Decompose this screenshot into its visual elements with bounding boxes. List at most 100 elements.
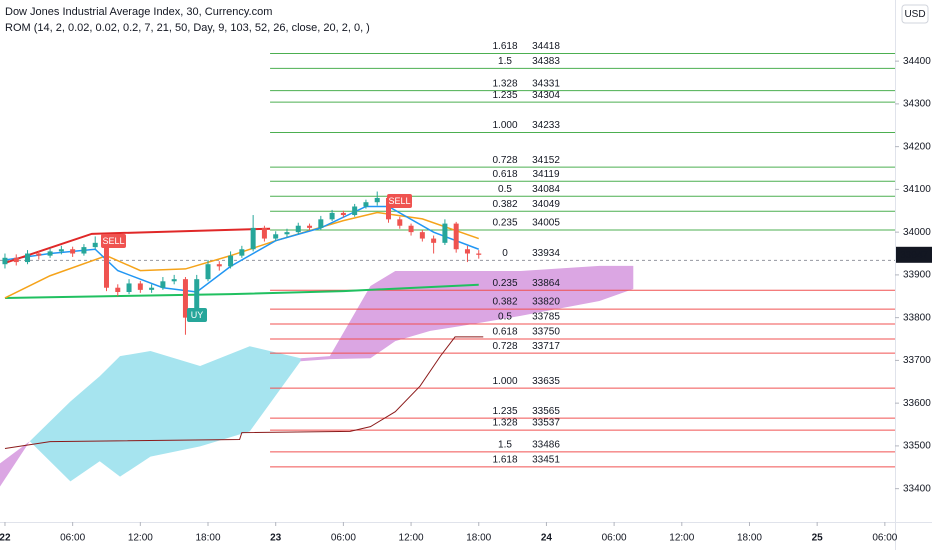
- fib-ratio: 1.5: [498, 440, 512, 451]
- fib-price: 34119: [532, 169, 560, 180]
- indicator-line: [4, 227, 271, 264]
- signal-label: SELL: [388, 196, 410, 206]
- candle-body: [182, 279, 188, 318]
- candle-body: [340, 212, 346, 216]
- candle-body: [261, 227, 267, 239]
- fib-ratio: 1.618: [492, 454, 517, 465]
- fib-price: 33486: [532, 440, 560, 451]
- fib-price: 33635: [532, 376, 560, 387]
- y-tick-label: 34200: [903, 141, 931, 152]
- fib-ratio: 0.235: [492, 218, 517, 229]
- signal-sell-1: SELL: [101, 234, 126, 248]
- currency-box[interactable]: [901, 4, 929, 24]
- y-tick-label: 34000: [903, 227, 931, 238]
- candle-body: [295, 225, 301, 233]
- fib-ratio: 0.382: [492, 199, 517, 210]
- candle-body: [36, 253, 42, 256]
- fib-price: 33934: [532, 248, 560, 259]
- fib-price: 33864: [532, 278, 560, 289]
- currency[interactable]: USD: [904, 9, 925, 20]
- fib-price: 34383: [532, 56, 560, 67]
- x-tick-label: 18:00: [195, 533, 220, 544]
- candle-body: [103, 242, 109, 288]
- candle-body: [47, 251, 53, 256]
- x-tick-label: 22: [0, 533, 11, 544]
- candle-body: [419, 232, 425, 239]
- x-tick-label: 25: [812, 533, 824, 544]
- candle-body: [160, 281, 166, 288]
- candle-body: [250, 227, 256, 250]
- fib-ratio: 0.382: [492, 297, 517, 308]
- x-tick-label: 06:00: [872, 533, 897, 544]
- x-tick-label: 18:00: [737, 533, 762, 544]
- candle-body: [194, 279, 200, 318]
- fib-ratio: 1.618: [492, 41, 517, 52]
- fib-price: 33451: [532, 454, 560, 465]
- candle-body: [126, 283, 132, 292]
- fib-ratio: 0.728: [492, 341, 517, 352]
- candle-body: [137, 283, 143, 290]
- indicator-line: [4, 336, 484, 449]
- last-price-box: [896, 246, 932, 263]
- fib-ratio: 0: [502, 248, 508, 259]
- fib-price: 34005: [532, 218, 560, 229]
- cloud: [0, 441, 30, 487]
- x-tick-label: 06:00: [60, 533, 85, 544]
- candle-body: [431, 238, 437, 243]
- signal-label: UY: [191, 310, 204, 320]
- fib-price: 33820: [532, 297, 560, 308]
- fib-price: 33565: [532, 406, 560, 417]
- signal-box: [387, 194, 412, 208]
- candle-body: [115, 287, 121, 292]
- fib-price: 34304: [532, 90, 560, 101]
- fib-ratio: 0.618: [492, 327, 517, 338]
- candle-body: [374, 197, 380, 203]
- x-tick-label: 06:00: [602, 533, 627, 544]
- candle-body: [397, 219, 403, 226]
- signal-box: [187, 308, 207, 322]
- fib-price: 34049: [532, 199, 560, 210]
- x-tick-label: 12:00: [399, 533, 424, 544]
- fib-price: 34233: [532, 120, 560, 131]
- y-tick-label: 34100: [903, 184, 931, 195]
- candle-body: [408, 225, 414, 233]
- fib-price: 33537: [532, 418, 560, 429]
- last-price: 33947: [900, 250, 928, 261]
- candle-body: [216, 264, 222, 267]
- y-tick-label: 34300: [903, 99, 931, 110]
- fib-price: 33750: [532, 327, 560, 338]
- y-tick-label: 33400: [903, 483, 931, 494]
- signal-label: SELL: [102, 236, 124, 246]
- y-tick-label: 33700: [903, 355, 931, 366]
- x-tick-label: 06:00: [331, 533, 356, 544]
- candle-body: [239, 249, 245, 256]
- candle-body: [307, 225, 313, 228]
- fib-ratio: 1.235: [492, 90, 517, 101]
- candle-body: [386, 197, 392, 220]
- candle-body: [149, 287, 155, 290]
- fib-price: 34084: [532, 184, 560, 195]
- candle-body: [13, 257, 19, 263]
- candle-body: [92, 242, 98, 248]
- y-tick-label: 33600: [903, 398, 931, 409]
- fib-ratio: 0.5: [498, 184, 512, 195]
- candle-body: [205, 264, 211, 280]
- y-tick-label: 33900: [903, 270, 931, 281]
- candle-body: [81, 247, 87, 254]
- fib-price: 34418: [532, 41, 560, 52]
- x-tick-label: 24: [541, 533, 553, 544]
- fib-price: 34152: [532, 155, 560, 166]
- fib-price: 33785: [532, 312, 560, 323]
- signal-buy: UY: [187, 308, 207, 322]
- fib-ratio: 1.328: [492, 78, 517, 89]
- fib-ratio: 1.000: [492, 120, 517, 131]
- candle-body: [318, 219, 324, 228]
- fib-ratio: 0.728: [492, 155, 517, 166]
- fib-price: 34331: [532, 78, 560, 89]
- candle-body: [2, 257, 8, 265]
- fib-ratio: 0.5: [498, 312, 512, 323]
- candle-body: [329, 212, 335, 220]
- candle-body: [58, 249, 64, 252]
- candle-body: [273, 234, 279, 239]
